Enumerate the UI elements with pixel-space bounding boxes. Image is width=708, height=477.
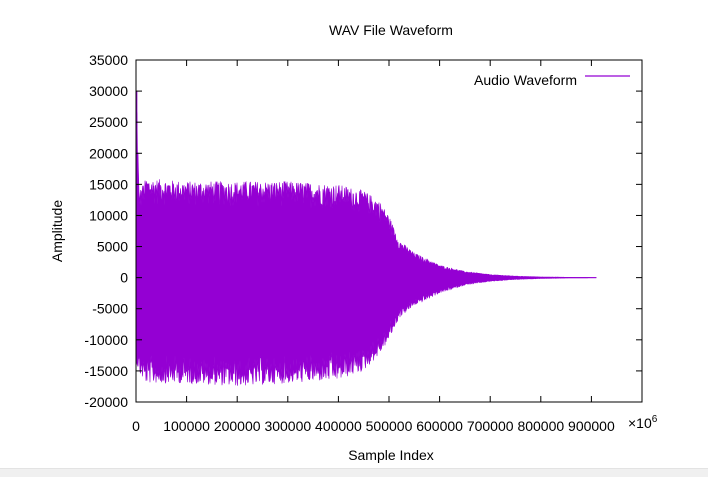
window-bottom-edge bbox=[0, 468, 708, 477]
y-tick-label: -5000 bbox=[92, 301, 128, 317]
y-tick-label: 30000 bbox=[89, 83, 128, 99]
y-tick-label: 15000 bbox=[89, 176, 128, 192]
y-tick-label: 35000 bbox=[89, 52, 128, 68]
x-tick-label: 100000 bbox=[163, 418, 210, 434]
y-tick-label: 0 bbox=[120, 270, 128, 286]
y-tick-label: 20000 bbox=[89, 145, 128, 161]
x-axis-multiplier: ×106 bbox=[628, 414, 658, 431]
x-tick-label: 200000 bbox=[214, 418, 261, 434]
x-tick-label: 400000 bbox=[315, 418, 362, 434]
y-tick-label: -10000 bbox=[84, 332, 128, 348]
x-tick-label: 600000 bbox=[416, 418, 463, 434]
legend-label: Audio Waveform bbox=[474, 72, 577, 88]
x-tick-label: 700000 bbox=[467, 418, 514, 434]
x-tick-label: 800000 bbox=[517, 418, 564, 434]
x-axis-multiplier-exp: 6 bbox=[652, 414, 658, 425]
x-tick-label: 0 bbox=[132, 418, 140, 434]
chart-title: WAV File Waveform bbox=[329, 22, 453, 38]
y-tick-label: -20000 bbox=[84, 394, 128, 410]
x-axis-multiplier-base: ×10 bbox=[628, 415, 652, 431]
y-tick-label: 5000 bbox=[97, 239, 128, 255]
y-tick-label: -15000 bbox=[84, 363, 128, 379]
x-tick-label: 300000 bbox=[264, 418, 311, 434]
x-tick-label: 500000 bbox=[366, 418, 413, 434]
y-tick-label: 25000 bbox=[89, 114, 128, 130]
x-axis-label: Sample Index bbox=[348, 447, 434, 463]
legend: Audio Waveform bbox=[474, 72, 630, 88]
x-tick-label: 900000 bbox=[568, 418, 615, 434]
waveform-series bbox=[135, 102, 597, 386]
y-axis-label: Amplitude bbox=[49, 200, 65, 262]
y-tick-label: 10000 bbox=[89, 207, 128, 223]
